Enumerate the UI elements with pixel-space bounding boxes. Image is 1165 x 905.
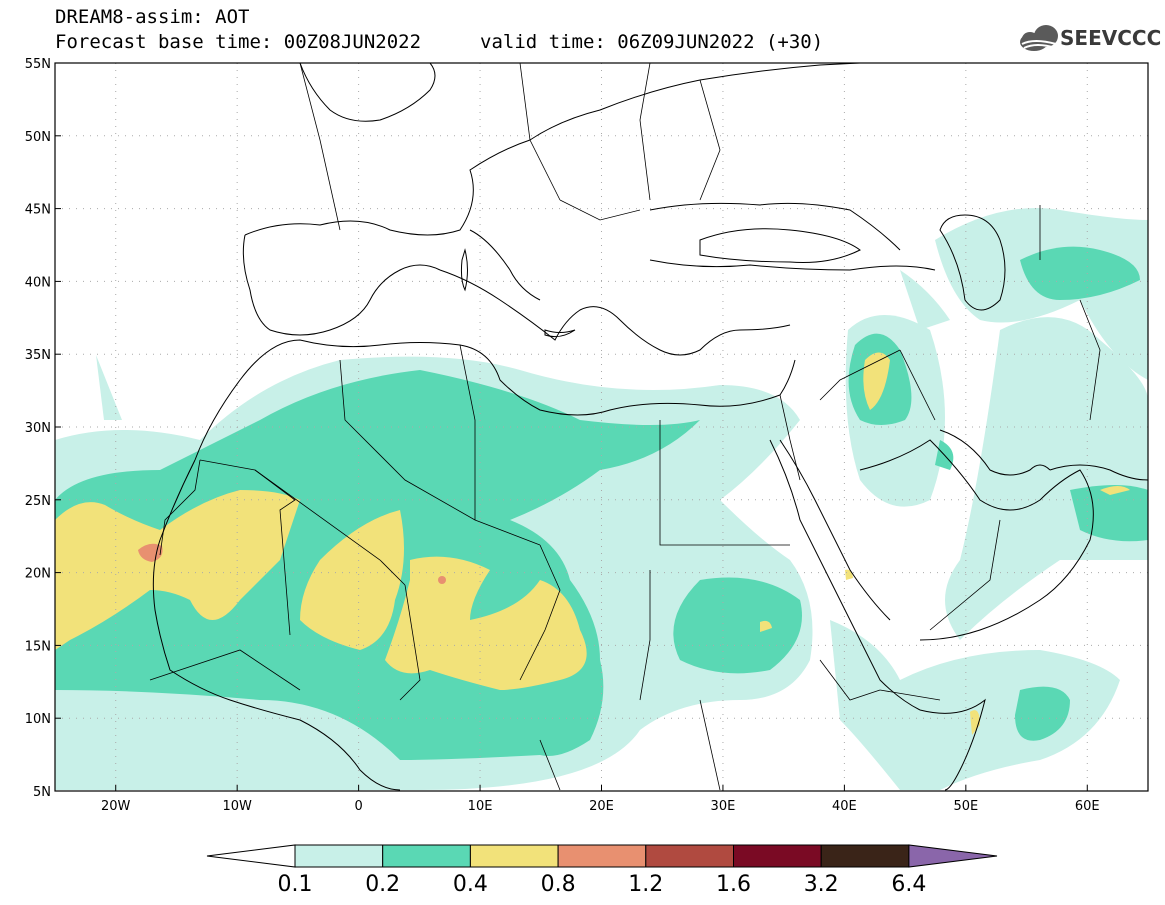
lat-tick-label: 15N (25, 639, 51, 654)
lat-tick-label: 35N (25, 348, 51, 363)
colorbar-swatch (382, 844, 471, 868)
colorbar-swatch (645, 844, 734, 868)
colorbar-swatch (294, 844, 384, 868)
colorbar-swatch (557, 844, 647, 868)
forecast-base-time: Forecast base time: 00Z08JUN2022 (55, 31, 422, 53)
lon-tick-label: 20E (589, 799, 614, 814)
colorbar-label: 1.6 (716, 872, 751, 897)
longitude-axis: 20W 10W 0 10E 20E 30E 40E 50E 60E (101, 785, 1100, 814)
colorbar-label: 0.4 (453, 872, 488, 897)
colorbar-label: 0.8 (541, 872, 576, 897)
cloud-icon (1020, 25, 1058, 51)
lat-tick-label: 20N (25, 567, 51, 582)
graticule (55, 62, 1148, 792)
coastlines (152, 63, 1148, 791)
aot-level-0.8 (138, 543, 446, 584)
colorbar-swatch (733, 844, 822, 868)
latitude-axis: 5N 10N 15N 20N 25N 30N 35N 40N 45N 50N 55N (25, 57, 61, 800)
colorbar-swatch (820, 844, 910, 868)
lat-tick-label: 30N (25, 421, 51, 436)
map-title: DREAM8-assim: AOT (55, 6, 250, 28)
lat-tick-label: 5N (33, 785, 51, 800)
lon-tick-label: 10E (468, 799, 493, 814)
lat-tick-label: 45N (25, 203, 51, 218)
colorbar-label: 6.4 (891, 872, 926, 897)
colorbar-arrow-high (908, 844, 998, 868)
lat-tick-label: 40N (25, 275, 51, 290)
colorbar-swatch (469, 844, 559, 868)
colorbar-label: 0.2 (365, 872, 400, 897)
lat-tick-label: 25N (25, 494, 51, 509)
colorbar-label: 3.2 (804, 872, 839, 897)
aot-fields (55, 208, 1148, 790)
aot-level-0.4 (55, 352, 1130, 735)
colorbar-label: 0.1 (278, 872, 313, 897)
lon-tick-label: 20W (101, 799, 131, 814)
lat-tick-label: 10N (25, 712, 51, 727)
country-borders (149, 63, 1101, 791)
lat-tick-label: 50N (25, 130, 51, 145)
logo-text: SEEVCCC (1060, 26, 1162, 50)
lon-tick-label: 40E (832, 799, 857, 814)
lon-tick-label: 30E (711, 799, 736, 814)
lon-tick-label: 0 (354, 799, 362, 814)
lon-tick-label: 50E (953, 799, 978, 814)
colorbar-arrow-low (206, 844, 296, 868)
lat-tick-label: 55N (25, 57, 51, 72)
lon-tick-label: 10W (222, 799, 252, 814)
lon-tick-label: 60E (1075, 799, 1100, 814)
valid-time: valid time: 06Z09JUN2022 (+30) (480, 31, 824, 53)
colorbar: 0.1 0.2 0.4 0.8 1.2 1.6 3.2 6.4 (206, 844, 998, 897)
colorbar-label: 1.2 (628, 872, 663, 897)
